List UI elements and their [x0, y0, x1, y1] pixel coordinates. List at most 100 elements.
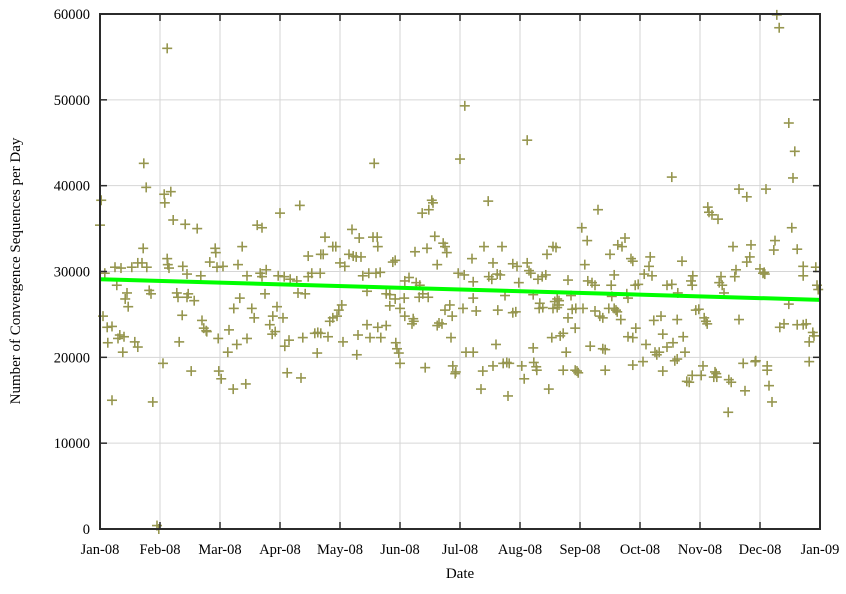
- data-point: [677, 256, 687, 267]
- data-point: [242, 333, 252, 344]
- data-point: [723, 407, 734, 418]
- data-point: [407, 318, 417, 329]
- data-point: [257, 222, 267, 233]
- data-point: [641, 339, 651, 350]
- data-point: [672, 354, 683, 365]
- data-point: [600, 365, 611, 376]
- data-point: [483, 196, 494, 207]
- data-point: [455, 154, 465, 165]
- data-point: [171, 287, 182, 298]
- data-point: [384, 289, 395, 300]
- data-point: [627, 360, 638, 371]
- data-point: [615, 314, 626, 325]
- x-tick-label: Feb-08: [139, 542, 180, 558]
- data-point: [512, 261, 522, 272]
- data-point: [96, 195, 107, 206]
- data-point: [620, 233, 630, 244]
- data-point: [600, 344, 611, 355]
- x-tick-label: Aug-08: [498, 542, 542, 558]
- data-point: [626, 253, 636, 264]
- data-point: [522, 257, 533, 268]
- data-point: [606, 280, 617, 291]
- data-point: [138, 158, 149, 169]
- data-point: [164, 263, 174, 274]
- data-point: [375, 332, 386, 343]
- data-point: [284, 335, 294, 346]
- data-point: [696, 370, 707, 381]
- data-point: [734, 314, 744, 325]
- data-point: [590, 280, 600, 291]
- data-point: [399, 311, 410, 322]
- data-point: [648, 315, 659, 326]
- data-point: [356, 251, 366, 262]
- data-point: [537, 302, 548, 313]
- data-point: [792, 244, 803, 255]
- data-point: [711, 372, 722, 383]
- data-point: [468, 293, 479, 304]
- data-point: [429, 231, 440, 242]
- data-point: [446, 332, 456, 343]
- data-point: [432, 259, 443, 270]
- data-point: [479, 241, 489, 252]
- data-point: [789, 146, 800, 157]
- data-point: [491, 339, 501, 350]
- data-point: [504, 358, 515, 369]
- data-point: [422, 243, 432, 254]
- data-point: [572, 366, 582, 377]
- data-point: [723, 374, 734, 385]
- data-point: [770, 235, 780, 246]
- data-point: [726, 377, 737, 388]
- data-point: [623, 331, 633, 342]
- data-point: [524, 265, 534, 276]
- data-point: [218, 261, 228, 272]
- data-point: [168, 215, 179, 225]
- data-point: [410, 246, 420, 257]
- data-point: [627, 332, 638, 343]
- data-point: [231, 339, 242, 350]
- data-point: [513, 277, 524, 288]
- data-point: [233, 259, 243, 270]
- data-point: [362, 319, 372, 330]
- data-point: [267, 311, 278, 322]
- axis-layer: [99, 13, 821, 530]
- data-point: [162, 43, 173, 54]
- data-point: [561, 347, 572, 358]
- data-point: [681, 376, 692, 387]
- data-point: [579, 259, 590, 270]
- data-point: [351, 349, 362, 360]
- x-tick-label: Jun-08: [380, 542, 419, 558]
- data-point: [372, 241, 383, 252]
- data-point: [417, 208, 428, 219]
- data-point: [656, 311, 666, 322]
- data-point: [657, 329, 668, 340]
- data-point: [395, 303, 405, 314]
- data-point: [582, 235, 593, 246]
- data-point: [318, 249, 329, 260]
- data-point: [296, 372, 306, 383]
- data-point: [684, 377, 695, 388]
- data-point: [761, 184, 771, 195]
- data-point: [399, 293, 410, 304]
- data-point: [417, 288, 428, 299]
- data-point: [666, 172, 677, 183]
- data-point: [344, 249, 354, 260]
- data-point: [779, 318, 789, 329]
- data-point: [647, 270, 657, 281]
- data-point: [197, 315, 207, 326]
- data-point: [468, 347, 479, 358]
- data-point: [731, 264, 741, 275]
- data-point: [273, 270, 284, 281]
- y-tick-label: 40000: [54, 179, 90, 195]
- y-tick-label: 10000: [54, 436, 90, 452]
- data-point: [590, 305, 600, 316]
- data-point: [734, 184, 744, 195]
- data-point: [728, 241, 738, 252]
- data-point: [107, 395, 117, 406]
- data-point: [297, 332, 308, 343]
- data-point: [471, 305, 482, 316]
- data-point: [741, 191, 752, 202]
- data-point: [617, 241, 627, 252]
- data-point: [242, 270, 252, 281]
- data-point: [126, 262, 137, 273]
- data-point: [495, 269, 506, 280]
